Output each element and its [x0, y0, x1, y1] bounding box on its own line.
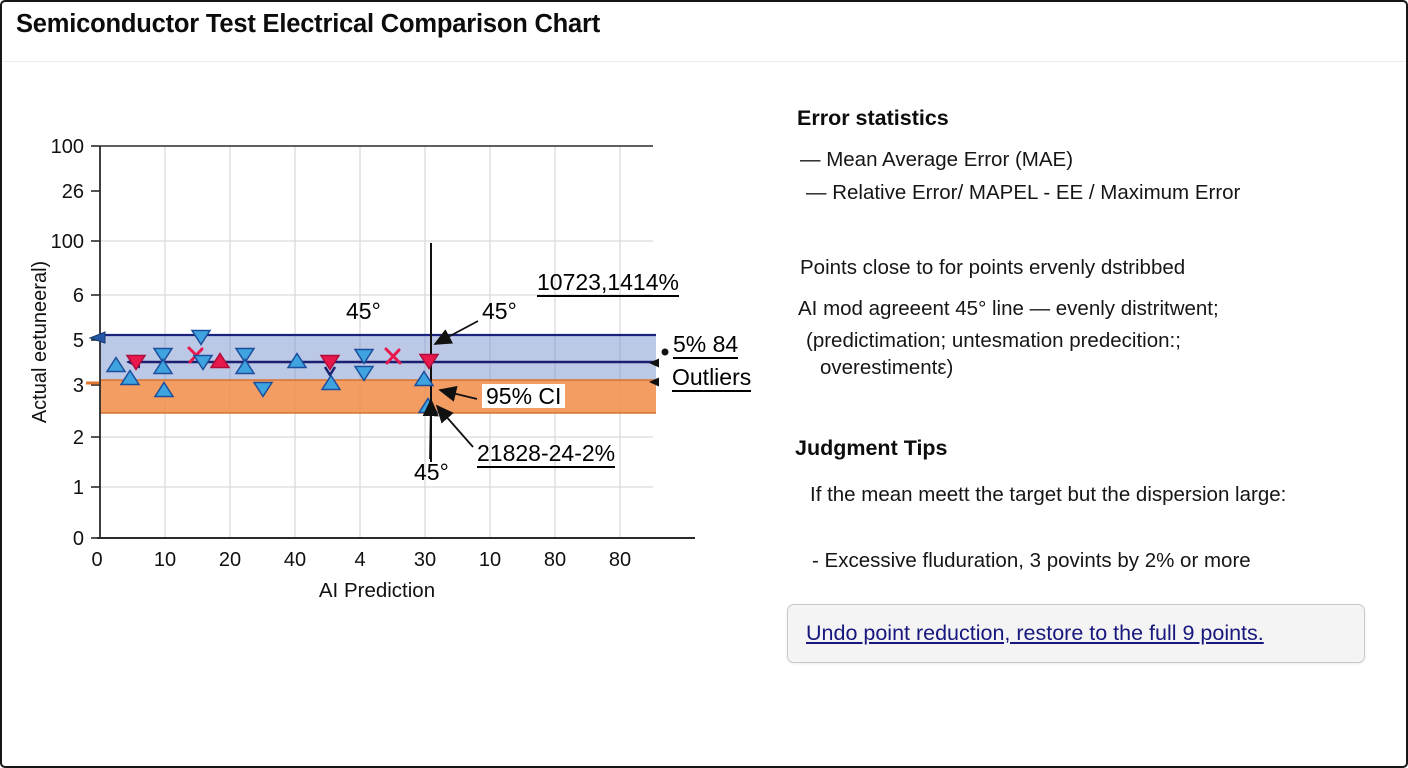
x-tick-label: 0	[91, 549, 102, 571]
leader-arrow-left	[649, 377, 659, 387]
y-tick-label: 2	[73, 427, 84, 449]
note-points-distribution: Points close to for points ervenly dstri…	[800, 256, 1186, 279]
callout-95ci: 95% CI	[482, 384, 566, 408]
leader-arrow-left	[649, 358, 659, 368]
x-tick-label: 80	[544, 549, 566, 571]
marker-tri-up-blue	[152, 358, 174, 375]
y-tick-label: 26	[62, 181, 84, 203]
marker-tri-up-blue	[320, 374, 342, 391]
x-tick-label: 4	[354, 549, 365, 571]
y-tick-label: 5	[73, 330, 84, 352]
y-tick-label: 6	[73, 285, 84, 307]
marker-tri-up-blue	[119, 369, 141, 386]
callout-10723: 10723,1414%	[537, 270, 679, 298]
callout-5-84: 5% 84	[673, 332, 739, 360]
marker-tri-down-blue	[192, 354, 214, 371]
undo-link-box[interactable]: Undo point reduction, restore to the ful…	[787, 604, 1365, 663]
x-tick-label: 40	[284, 549, 306, 571]
error-stats-item-relative: — Relative Error/ MAPEL - EE / Maximum E…	[806, 181, 1241, 204]
angle-45-mid: 45°	[346, 298, 381, 324]
angle-45-bottom: 45°	[414, 459, 449, 485]
annotation-arrow	[435, 404, 474, 448]
x-tick-label: 80	[609, 549, 631, 571]
y-axis-label: Actual eetuneeral)	[29, 261, 51, 423]
tip-dispersion: If the mean meett the target but the dis…	[810, 483, 1287, 506]
y-tick-label: 3	[73, 375, 84, 397]
error-stats-item-mae: — Mean Average Error (MAE)	[800, 148, 1074, 171]
x-tick-label: 10	[154, 549, 176, 571]
y-tick-label: 1	[73, 477, 84, 499]
x-axis-label: AI Prediction	[319, 579, 435, 602]
callout-21828: 21828-24-2%	[477, 441, 616, 469]
marker-tri-down-blue	[252, 381, 274, 398]
page-title: Semiconductor Test Electrical Comparison…	[16, 10, 601, 38]
note-overestimate: overestimentε)	[820, 356, 954, 379]
marker-tri-down-blue	[353, 348, 375, 365]
tip-excessive-fluctuation: - Excessive fluduration, 3 povints by 2%…	[812, 549, 1251, 572]
marker-tri-up-blue	[286, 352, 308, 369]
marker-tri-up-blue	[234, 358, 256, 375]
y-tick-label: 100	[51, 231, 84, 253]
annotation-arrow	[433, 320, 479, 345]
marker-chevron-navy	[323, 366, 337, 378]
y-tick-label: 0	[73, 528, 84, 550]
x-tick-label: 10	[479, 549, 501, 571]
judgment-tips-heading: Judgment Tips	[795, 436, 948, 460]
callout-outliers: Outliers	[672, 365, 752, 393]
marker-tri-down-blue	[190, 329, 212, 346]
marker-tri-down-blue	[152, 347, 174, 364]
angle-45-right: 45°	[482, 298, 517, 324]
marker-tri-down-blue	[353, 365, 375, 382]
note-agreement-line: AI mod agreeent 45° line — evenly distri…	[798, 297, 1219, 320]
marker-tri-down-blue	[234, 347, 256, 364]
x-tick-label: 20	[219, 549, 241, 571]
marker-tri-down-red	[319, 354, 341, 371]
marker-x-red	[384, 347, 402, 365]
x-tick-label: 30	[414, 549, 436, 571]
marker-tri-up-blue	[105, 356, 127, 373]
blue-edge-arrow	[88, 331, 106, 344]
leader-dot	[661, 348, 669, 356]
confidence-band-orange	[100, 380, 656, 413]
undo-restore-link[interactable]: Undo point reduction, restore to the ful…	[806, 621, 1264, 645]
y-tick-label: 100	[51, 136, 84, 158]
marker-tri-up-red	[209, 352, 231, 369]
marker-tri-up-blue	[153, 381, 175, 398]
marker-tri-down-red	[125, 354, 147, 371]
error-stats-heading: Error statistics	[797, 106, 949, 130]
confidence-band-blue	[100, 335, 656, 380]
title-separator	[0, 61, 1408, 62]
marker-tri-down-red	[418, 353, 440, 370]
note-prediction-terms: (predictimation; untesmation predecition…	[806, 329, 1181, 352]
marker-tri-up-blue	[413, 370, 435, 387]
annotation-arrow	[438, 385, 478, 402]
annotation-arrow	[422, 398, 439, 460]
